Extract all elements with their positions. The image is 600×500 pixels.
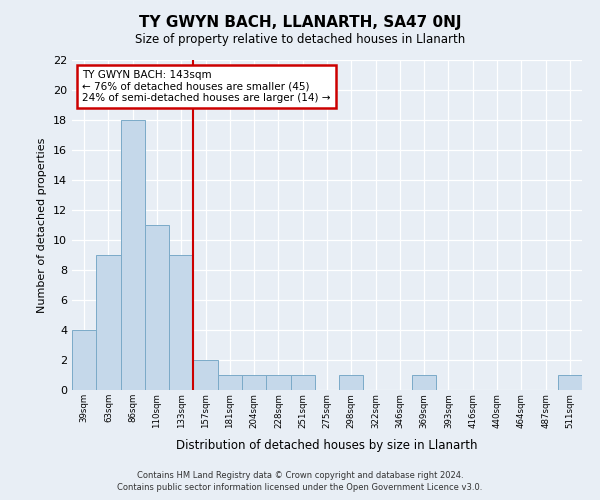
- Bar: [193, 360, 218, 390]
- Bar: [290, 375, 315, 390]
- Bar: [96, 255, 121, 390]
- Text: Size of property relative to detached houses in Llanarth: Size of property relative to detached ho…: [135, 32, 465, 46]
- Bar: [121, 120, 145, 390]
- Bar: [242, 375, 266, 390]
- Y-axis label: Number of detached properties: Number of detached properties: [37, 138, 47, 312]
- Bar: [72, 330, 96, 390]
- Bar: [558, 375, 582, 390]
- Text: TY GWYN BACH, LLANARTH, SA47 0NJ: TY GWYN BACH, LLANARTH, SA47 0NJ: [139, 15, 461, 30]
- Bar: [412, 375, 436, 390]
- X-axis label: Distribution of detached houses by size in Llanarth: Distribution of detached houses by size …: [176, 439, 478, 452]
- Text: TY GWYN BACH: 143sqm
← 76% of detached houses are smaller (45)
24% of semi-detac: TY GWYN BACH: 143sqm ← 76% of detached h…: [82, 70, 331, 103]
- Bar: [339, 375, 364, 390]
- Bar: [169, 255, 193, 390]
- Text: Contains HM Land Registry data © Crown copyright and database right 2024.
Contai: Contains HM Land Registry data © Crown c…: [118, 471, 482, 492]
- Bar: [266, 375, 290, 390]
- Bar: [218, 375, 242, 390]
- Bar: [145, 225, 169, 390]
